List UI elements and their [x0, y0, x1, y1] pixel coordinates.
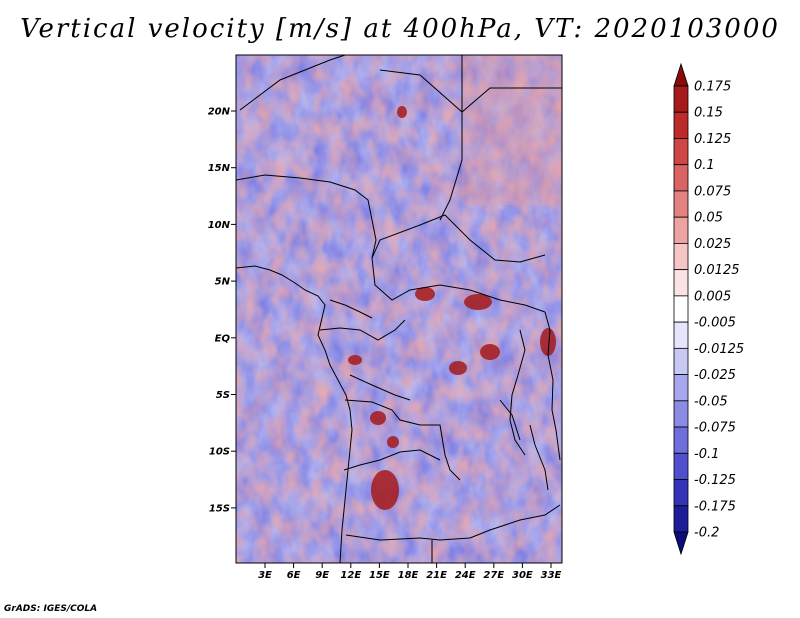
lat-tick-label: 10N	[208, 220, 231, 231]
colorbar-label: -0.075	[694, 421, 736, 436]
colorbar-bottom-arrow	[673, 531, 689, 556]
lon-tick-label: 21E	[426, 570, 447, 581]
colorbar-box	[673, 295, 689, 323]
lon-tick-label: 3E	[258, 570, 272, 581]
lon-tick-label: 12E	[340, 570, 361, 581]
lat-tick-label: 10S	[209, 447, 230, 458]
lat-tick-label: 15N	[208, 163, 231, 174]
colorbar-box	[673, 479, 689, 507]
lon-tick-label: 24E	[455, 570, 476, 581]
borders	[236, 55, 562, 563]
colorbar-box	[673, 452, 689, 480]
lat-tick-label: 20N	[208, 107, 231, 118]
colorbar-box	[673, 85, 689, 113]
colorbar-label: -0.2	[694, 526, 719, 541]
colorbar-box	[673, 374, 689, 402]
colorbar-label: 0.1	[694, 158, 715, 173]
lon-tick-label: 18E	[398, 570, 419, 581]
colorbar-label: 0.025	[694, 237, 731, 252]
colorbar-label: 0.175	[694, 80, 731, 95]
lat-tick-label: 15S	[209, 503, 230, 514]
colorbar-label: -0.0125	[694, 342, 744, 357]
colorbar-label: -0.05	[694, 394, 728, 409]
lon-tick-label: 27E	[483, 570, 504, 581]
colorbar-box	[673, 505, 689, 533]
lat-tick-label: 5S	[216, 390, 230, 401]
lon-tick-label: 15E	[369, 570, 390, 581]
colorbar-box	[673, 138, 689, 166]
colorbar-box	[673, 400, 689, 428]
colorbar-box	[673, 243, 689, 271]
colorbar-box	[673, 190, 689, 218]
colorbar-label: 0.125	[694, 132, 731, 147]
colorbar-label: -0.005	[694, 316, 736, 331]
colorbar-box	[673, 347, 689, 375]
colorbar-label: -0.1	[694, 447, 719, 462]
colorbar-box	[673, 164, 689, 192]
colorbar-label: 0.075	[694, 184, 731, 199]
lon-tick-label: 6E	[287, 570, 301, 581]
colorbar-box	[673, 111, 689, 139]
velocity-field	[236, 55, 562, 563]
colorbar-label: 0.05	[694, 211, 723, 226]
map-frame	[235, 54, 563, 564]
colorbar: 0.175 0.15 0.125 0.1 0.075 0.05 0.025 0.0125 0.0…	[673, 62, 744, 556]
grads-credit: GrADS: IGES/COLA	[4, 604, 98, 614]
colorbar-box	[673, 321, 689, 349]
colorbar-label: -0.125	[694, 473, 736, 488]
lon-tick-label: 9E	[315, 570, 329, 581]
convective-cores	[348, 106, 556, 510]
colorbar-label: -0.025	[694, 368, 736, 383]
colorbar-box	[673, 269, 689, 297]
lat-tick-label: EQ	[215, 333, 231, 344]
lon-tick-label: 33E	[541, 570, 562, 581]
colorbar-box	[673, 426, 689, 454]
lon-tick-label: 30E	[512, 570, 533, 581]
longitude-axis: 3E 6E 9E 12E 15E 18E 21E 24E 27E 30E 33E	[258, 563, 562, 581]
chart-title: Vertical velocity [m/s] at 400hPa, VT: 2…	[20, 14, 780, 44]
latitude-axis: 20N 15N 10N 5N EQ 5S 10S 15S	[208, 107, 236, 514]
colorbar-box	[673, 216, 689, 244]
colorbar-label: 0.15	[694, 106, 723, 121]
colorbar-label: 0.0125	[694, 263, 740, 278]
colorbar-label: -0.175	[694, 499, 736, 514]
colorbar-top-arrow	[673, 62, 689, 87]
lat-tick-label: 5N	[215, 277, 231, 288]
colorbar-label: 0.005	[694, 289, 731, 304]
